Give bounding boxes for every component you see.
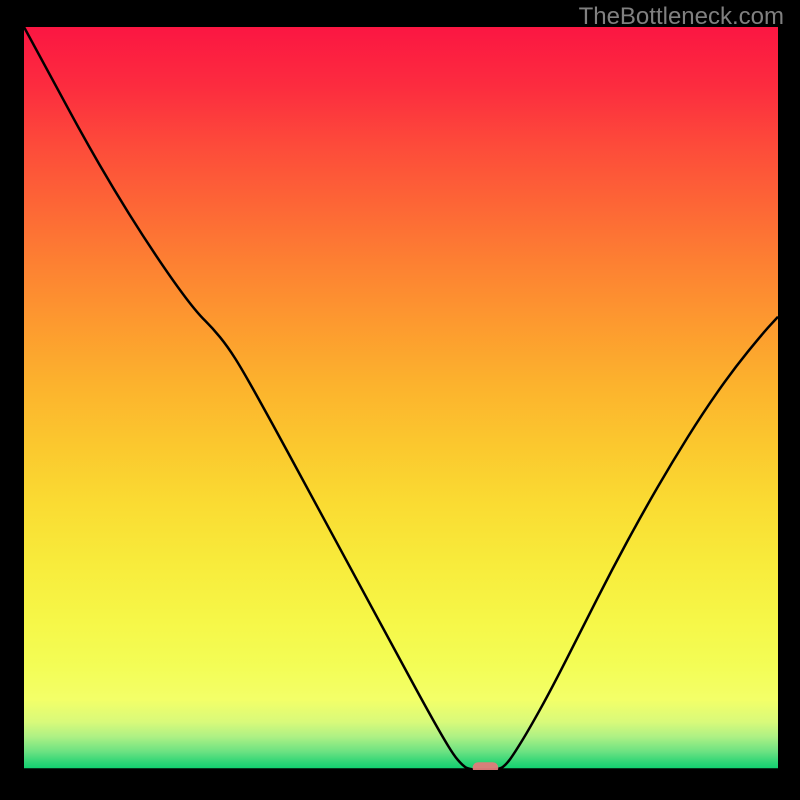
chart-svg [24, 27, 778, 770]
watermark-text: TheBottleneck.com [579, 3, 784, 31]
chart-background [24, 27, 778, 770]
optimal-marker [473, 762, 499, 770]
bottleneck-chart [24, 27, 778, 770]
